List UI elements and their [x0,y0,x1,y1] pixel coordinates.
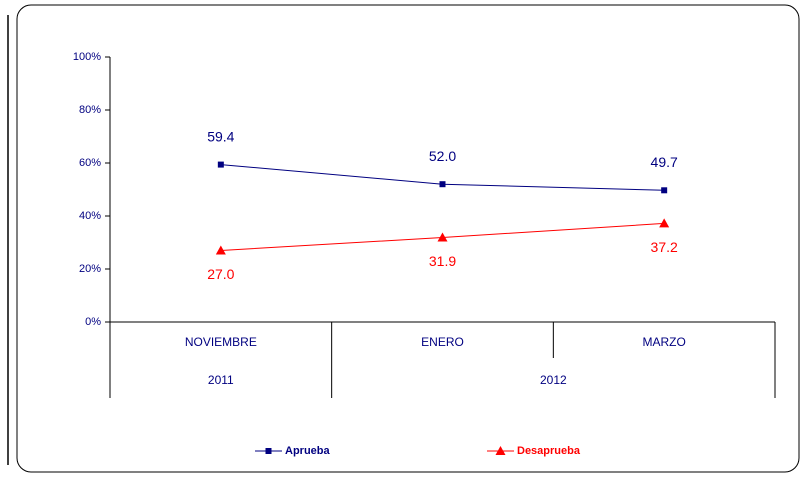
y-tick-label: 80% [79,104,101,116]
marker [439,181,446,188]
x-tick-label: NOVIEMBRE [185,335,257,349]
legend-label: Desaprueba [517,445,581,457]
marker [437,232,448,242]
x-tick-label: MARZO [642,335,685,349]
x-group-label: 2011 [208,373,234,387]
marker [217,161,224,168]
marker [215,245,226,255]
y-tick-label: 100% [73,51,101,63]
marker [661,187,668,194]
y-tick-label: 60% [79,157,101,169]
data-label: 37.2 [651,239,678,255]
y-tick-label: 40% [79,210,101,222]
y-tick-label: 20% [79,263,101,275]
x-group-label: 2012 [540,373,567,387]
data-label: 31.9 [429,253,456,269]
marker [659,218,670,228]
data-label: 49.7 [651,154,678,170]
data-label: 59.4 [207,128,234,144]
marker [495,446,506,455]
legend-label: Aprueba [285,445,331,457]
y-tick-label: 0% [85,316,101,328]
data-label: 27.0 [207,266,234,282]
marker [265,448,272,454]
data-label: 52.0 [429,148,456,164]
chart-frame [16,4,800,473]
x-tick-label: ENERO [421,335,464,349]
